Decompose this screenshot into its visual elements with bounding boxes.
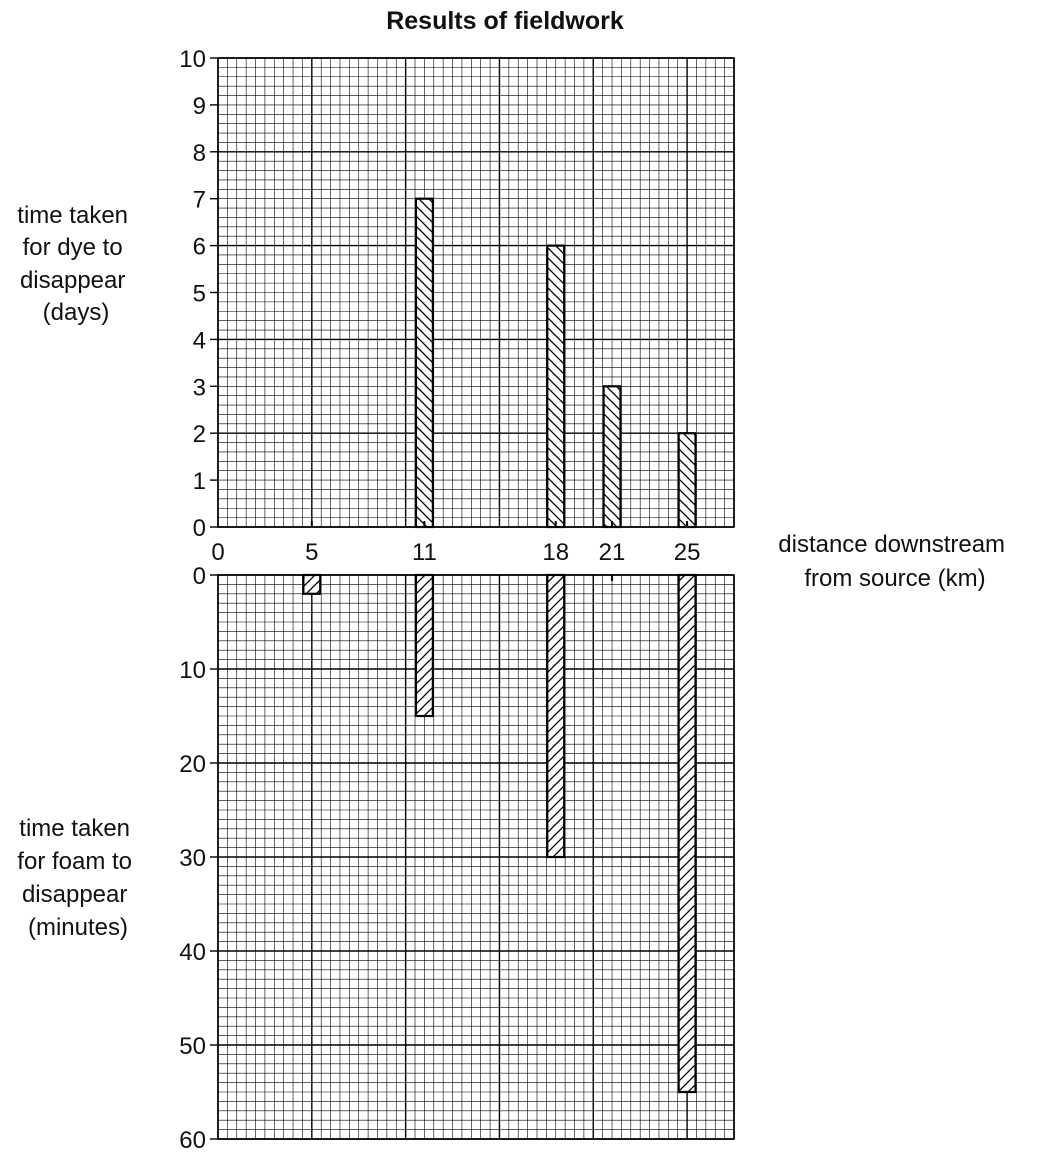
y-tick-label: 40 bbox=[179, 939, 206, 966]
bar bbox=[602, 385, 622, 529]
x-axis-label-line: from source (km) bbox=[804, 565, 985, 592]
x-tick-label: 21 bbox=[599, 539, 626, 566]
y-tick-label: 9 bbox=[193, 93, 206, 120]
x-tick-label: 18 bbox=[542, 539, 569, 566]
x-axis-label: distance downstream from source (km) bbox=[778, 531, 1011, 592]
y-tick-label: 5 bbox=[193, 281, 206, 308]
y-tick-label: 0 bbox=[193, 515, 206, 542]
y-tick-label: 6 bbox=[193, 234, 206, 261]
x-axis-label-line: distance downstream bbox=[778, 531, 1005, 558]
chart-title: Results of fieldwork bbox=[386, 7, 624, 35]
y-tick-label: 3 bbox=[193, 374, 206, 401]
x-axis-ticks: 0 5 11 18 21 25 bbox=[211, 521, 700, 581]
top-panel: 0 1 2 3 4 5 6 7 8 9 10 time taken for dye to disap… bbox=[17, 46, 735, 542]
x-tick-label: 0 bbox=[211, 539, 224, 566]
bar bbox=[677, 432, 697, 529]
bar bbox=[302, 573, 322, 595]
bottom-grid bbox=[217, 574, 735, 1140]
bar bbox=[414, 197, 434, 529]
y-tick-label: 8 bbox=[193, 140, 206, 167]
top-y-label-line: time taken bbox=[17, 202, 128, 229]
y-tick-label: 20 bbox=[179, 751, 206, 778]
bar bbox=[546, 244, 566, 529]
y-tick-label: 50 bbox=[179, 1033, 206, 1060]
y-tick-label: 30 bbox=[179, 845, 206, 872]
bottom-y-label: time taken for foam to disappear (minute… bbox=[17, 815, 138, 941]
top-y-label: time taken for dye to disappear (days) bbox=[17, 202, 134, 326]
bottom-y-ticks: 0 10 20 30 40 50 60 bbox=[179, 563, 218, 1153]
x-tick-label: 11 bbox=[412, 539, 437, 566]
top-y-ticks: 0 1 2 3 4 5 6 7 8 9 10 bbox=[179, 46, 218, 542]
bottom-y-label-line: time taken bbox=[19, 815, 130, 842]
top-y-label-line: for dye to bbox=[23, 234, 123, 261]
bottom-panel: 0 10 20 30 40 50 60 time taken for foam to dis… bbox=[17, 563, 735, 1153]
x-tick-label: 5 bbox=[305, 539, 318, 566]
y-tick-label: 0 bbox=[193, 563, 206, 590]
y-tick-label: 60 bbox=[179, 1127, 206, 1153]
bar bbox=[546, 573, 566, 859]
y-tick-label: 2 bbox=[193, 421, 206, 448]
top-y-label-line: (days) bbox=[43, 299, 110, 326]
bar bbox=[414, 573, 434, 718]
bottom-y-label-line: for foam to bbox=[17, 848, 132, 875]
top-y-label-line: disappear bbox=[20, 267, 125, 294]
x-tick-label: 25 bbox=[674, 539, 701, 566]
top-grid bbox=[217, 57, 735, 528]
y-tick-label: 10 bbox=[179, 657, 206, 684]
y-tick-label: 10 bbox=[179, 46, 206, 73]
bottom-y-label-line: (minutes) bbox=[28, 914, 128, 941]
bottom-y-label-line: disappear bbox=[22, 881, 127, 908]
bar bbox=[677, 573, 697, 1094]
bottom-bars bbox=[302, 573, 697, 1094]
y-tick-label: 4 bbox=[193, 327, 206, 354]
y-tick-label: 1 bbox=[193, 468, 206, 495]
y-tick-label: 7 bbox=[193, 187, 206, 214]
top-bars bbox=[414, 197, 697, 529]
